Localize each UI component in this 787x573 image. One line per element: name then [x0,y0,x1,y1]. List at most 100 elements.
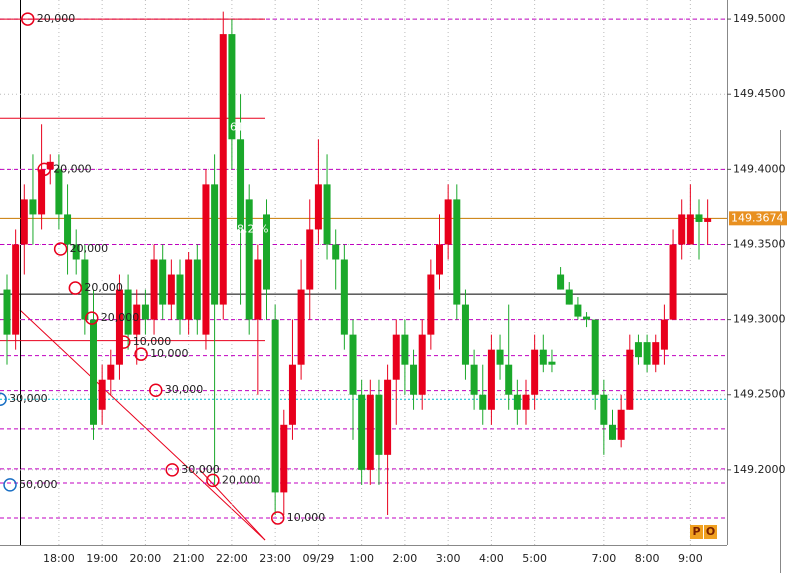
order-label: 20,000 [84,281,123,294]
candle-body [133,304,141,335]
candle-body [392,334,400,380]
fib-label: 61.8 % [230,120,268,133]
candle-body [98,379,106,410]
candle-body [349,334,357,395]
order-label: 10,000 [133,335,172,348]
x-tick-label: 8:00 [635,552,660,565]
y-tick-label: 149.5000 [733,12,786,25]
candle-body [185,259,193,320]
candle-body [358,394,366,470]
y-tick-label: 149.2000 [733,463,786,476]
candle-body [237,139,245,230]
x-tick-label: 9:00 [678,552,703,565]
candle-body [427,274,435,335]
candle-body [660,319,668,350]
candle-body [375,394,383,455]
candle-body [245,199,253,320]
x-tick-label: 23:00 [259,552,291,565]
candle-body [38,169,46,215]
trend-line [199,469,266,541]
candle-body [600,394,608,425]
candle-body [254,259,262,320]
candle-body [384,379,392,455]
candle-body [167,274,175,305]
candle-body [64,214,72,245]
order-label: 30,000 [181,463,220,476]
candle-body [323,184,331,245]
candle-body [669,244,677,320]
button[interactable] [704,525,717,539]
candle-body [591,319,599,395]
candle-body [107,364,115,380]
candle-body [643,342,651,365]
candle-body [306,229,314,290]
candle-body [12,244,20,335]
candle-body [124,289,132,335]
candle-body [565,289,573,305]
button-label[interactable]: O [706,525,715,538]
order-label: 20,000 [70,242,109,255]
candle-body [150,259,158,320]
order-marker [37,162,51,177]
fib-label: 38.2 % [230,222,268,235]
candle-body [211,184,219,305]
x-tick-label: 7:00 [591,552,616,565]
candle-body [263,214,270,290]
x-tick-label: 09/29 [303,552,335,565]
candle-body [271,319,279,493]
candle-body [583,316,591,320]
candle-body [704,218,712,222]
order-marker [68,281,83,295]
candle-body [634,342,642,358]
order-marker [206,473,220,488]
candle-body [531,349,539,395]
order-label: 10,000 [150,347,189,360]
candle-body [288,364,296,425]
order-label: 20,000 [101,311,139,324]
candle-body [46,161,54,170]
candle-body [280,424,288,493]
trend-line [19,309,266,541]
candle-body [81,259,89,320]
x-tick-label: 4:00 [479,552,504,565]
order-marker [117,335,131,349]
candle-body [340,259,348,335]
y-tick-label: 149.3500 [733,237,786,250]
candle-body [314,184,322,230]
candle-body [29,199,37,215]
y-tick-label: 149.2500 [733,388,786,401]
candle-body [193,259,201,320]
candle-body [332,244,340,260]
y-tick-label: 149.4500 [733,87,786,100]
last-price-label: 149.3674 [731,211,784,224]
candle-body [548,361,556,365]
candle-body [436,244,443,275]
order-label: 20,000 [37,12,75,25]
order-marker [0,392,7,406]
candle-body [686,214,694,245]
x-tick-label: 20:00 [130,552,162,565]
order-label: 50,000 [19,478,58,491]
x-tick-label: 18:00 [43,552,75,565]
candle-body [55,169,63,215]
candle-body [609,424,616,440]
candle-body [90,319,97,425]
candle-body [418,334,426,395]
order-label: 30,000 [9,392,48,405]
candle-body [539,349,547,365]
candle-body [652,342,660,365]
button-label[interactable]: P [692,525,700,538]
order-marker [21,12,35,26]
candle-body [3,289,11,335]
candle-body [159,259,167,305]
candle-body [678,214,686,245]
candle-body [487,349,495,410]
x-tick-label: 2:00 [393,552,418,565]
button[interactable] [690,525,703,539]
candle-body [202,184,210,335]
x-tick-label: 3:00 [436,552,461,565]
order-marker [85,311,99,325]
candle-body [513,394,521,410]
